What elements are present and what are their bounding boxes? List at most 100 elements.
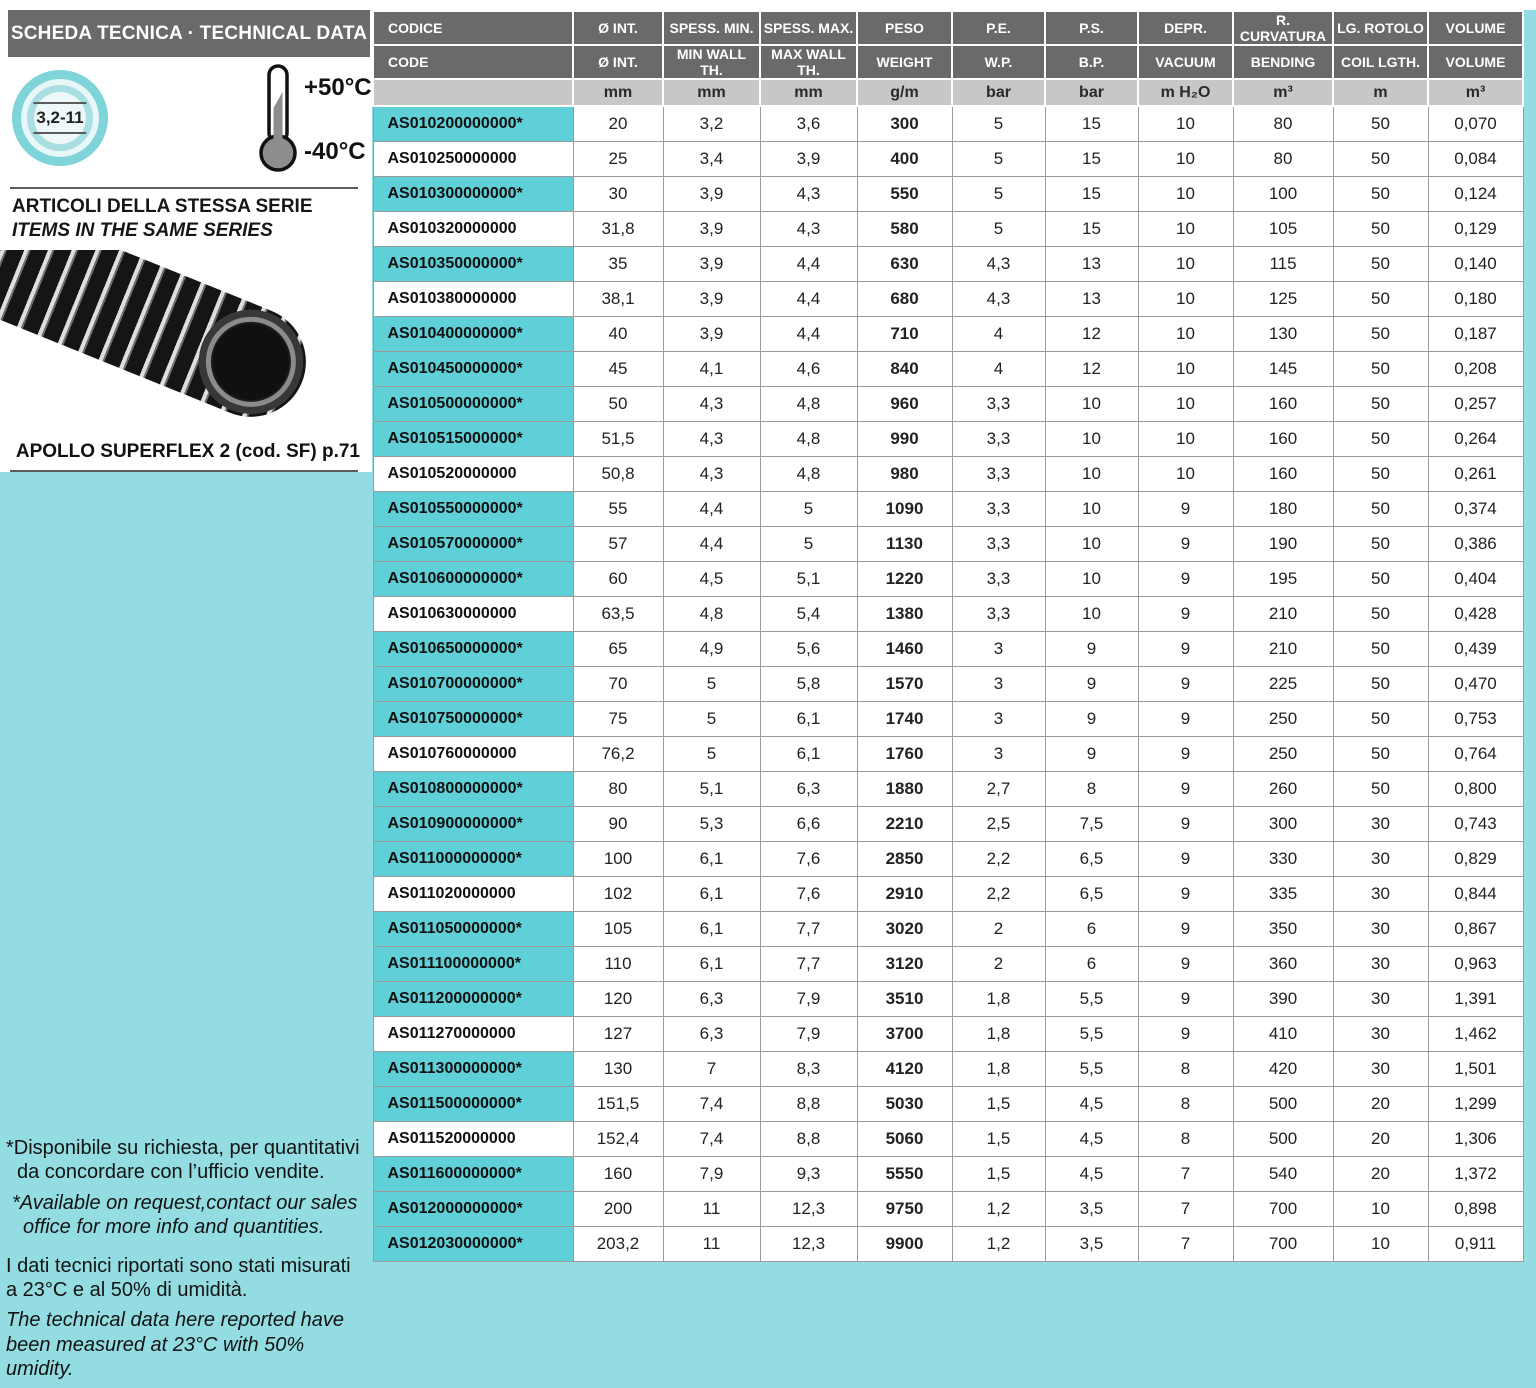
value-cell: 8,3 <box>759 1050 858 1087</box>
value-cell: 10 <box>1044 490 1139 527</box>
value-cell: 9 <box>1044 665 1139 702</box>
value-cell: 8 <box>1137 1050 1234 1087</box>
value-cell: 40 <box>572 315 664 352</box>
value-cell: 6,1 <box>662 910 761 947</box>
value-cell: 3 <box>951 630 1046 667</box>
value-cell: 12 <box>1044 315 1139 352</box>
technical-data-table: CODICE Ø INT. SPESS. MIN. SPESS. MAX. PE… <box>372 10 1524 1262</box>
value-cell: 9750 <box>856 1190 953 1227</box>
col-header: SPESS. MAX. <box>759 10 858 46</box>
value-cell: 180 <box>1232 490 1334 527</box>
code-cell: AS010320000000 <box>372 210 574 247</box>
value-cell: 335 <box>1232 875 1334 912</box>
value-cell: 2 <box>951 910 1046 947</box>
col-header: VOLUME <box>1427 44 1524 80</box>
value-cell: 5,5 <box>1044 1015 1139 1052</box>
value-cell: 0,764 <box>1427 735 1524 772</box>
col-header: VACUUM <box>1137 44 1234 80</box>
value-cell: 0,404 <box>1427 560 1524 597</box>
value-cell: 3,5 <box>1044 1225 1139 1262</box>
value-cell: 1,5 <box>951 1155 1046 1192</box>
code-cell: AS010750000000* <box>372 700 574 737</box>
value-cell: 45 <box>572 350 664 387</box>
table-row: AS010760000000 76,2 5 6,1 1760 3 9 9 250 50 0,764 <box>372 735 1524 772</box>
code-cell: AS010550000000* <box>372 490 574 527</box>
code-cell: AS010570000000* <box>372 525 574 562</box>
value-cell: 7,7 <box>759 945 858 982</box>
value-cell: 0,386 <box>1427 525 1524 562</box>
value-cell: 12,3 <box>759 1190 858 1227</box>
value-cell: 195 <box>1232 560 1334 597</box>
value-cell: 710 <box>856 315 953 352</box>
value-cell: 10 <box>1137 455 1234 492</box>
value-cell: 145 <box>1232 350 1334 387</box>
value-cell: 10 <box>1332 1190 1429 1227</box>
value-cell: 75 <box>572 700 664 737</box>
value-cell: 5 <box>951 175 1046 212</box>
value-cell: 6,1 <box>662 875 761 912</box>
value-cell: 9 <box>1137 910 1234 947</box>
value-cell: 30 <box>1332 910 1429 947</box>
value-cell: 0,867 <box>1427 910 1524 947</box>
value-cell: 7,6 <box>759 875 858 912</box>
value-cell: 50 <box>1332 245 1429 282</box>
value-cell: 5 <box>662 735 761 772</box>
value-cell: 50 <box>1332 420 1429 457</box>
table-row: AS011050000000* 105 6,1 7,7 3020 2 6 9 350 30 0,86… <box>372 910 1524 947</box>
value-cell: 4,3 <box>759 210 858 247</box>
code-cell: AS011200000000* <box>372 980 574 1017</box>
value-cell: 9 <box>1137 595 1234 632</box>
table-row: AS010515000000* 51,5 4,3 4,8 990 3,3 10 10 160 50… <box>372 420 1524 457</box>
value-cell: 5,4 <box>759 595 858 632</box>
value-cell: 6,5 <box>1044 875 1139 912</box>
value-cell: 330 <box>1232 840 1334 877</box>
code-cell: AS010600000000* <box>372 560 574 597</box>
value-cell: 0,911 <box>1427 1225 1524 1262</box>
footnote-availability-it: *Disponibile su richiesta, per quantitat… <box>6 1137 360 1184</box>
size-range-label: 3,2-11 <box>33 102 87 134</box>
value-cell: 3 <box>951 700 1046 737</box>
value-cell: 0,084 <box>1427 140 1524 177</box>
value-cell: 50 <box>1332 560 1429 597</box>
value-cell: 1880 <box>856 770 953 807</box>
value-cell: 8 <box>1137 1085 1234 1122</box>
table-row: AS011000000000* 100 6,1 7,6 2850 2,2 6,5 9 330 30… <box>372 840 1524 877</box>
col-header: WEIGHT <box>856 44 953 80</box>
value-cell: 3,3 <box>951 525 1046 562</box>
value-cell: 9 <box>1137 945 1234 982</box>
table-row: AS010200000000* 20 3,2 3,6 300 5 15 10 80 50 0,070 <box>372 105 1524 142</box>
value-cell: 3,9 <box>662 315 761 352</box>
value-cell: 9900 <box>856 1225 953 1262</box>
value-cell: 1130 <box>856 525 953 562</box>
value-cell: 57 <box>572 525 664 562</box>
table-row: AS010380000000 38,1 3,9 4,4 680 4,3 13 10 125 50 0… <box>372 280 1524 317</box>
value-cell: 30 <box>572 175 664 212</box>
value-cell: 5,5 <box>1044 1050 1139 1087</box>
code-cell: AS011300000000* <box>372 1050 574 1087</box>
value-cell: 8 <box>1137 1120 1234 1157</box>
table-row: AS010320000000 31,8 3,9 4,3 580 5 15 10 105 50 0,1… <box>372 210 1524 247</box>
value-cell: 4,3 <box>662 385 761 422</box>
table-row: AS011200000000* 120 6,3 7,9 3510 1,8 5,5 9 390 30… <box>372 980 1524 1017</box>
col-header: B.P. <box>1044 44 1139 80</box>
value-cell: 160 <box>1232 385 1334 422</box>
value-cell: 1570 <box>856 665 953 702</box>
value-cell: 50 <box>1332 595 1429 632</box>
value-cell: 3,9 <box>662 210 761 247</box>
value-cell: 10 <box>1044 525 1139 562</box>
value-cell: 1090 <box>856 490 953 527</box>
value-cell: 960 <box>856 385 953 422</box>
value-cell: 30 <box>1332 840 1429 877</box>
value-cell: 50 <box>1332 140 1429 177</box>
table-row: AS011300000000* 130 7 8,3 4120 1,8 5,5 8 420 30 1,… <box>372 1050 1524 1087</box>
value-cell: 13 <box>1044 280 1139 317</box>
value-cell: 4,9 <box>662 630 761 667</box>
value-cell: 13 <box>1044 245 1139 282</box>
value-cell: 8,8 <box>759 1120 858 1157</box>
value-cell: 700 <box>1232 1225 1334 1262</box>
value-cell: 5 <box>951 140 1046 177</box>
value-cell: 50 <box>1332 665 1429 702</box>
value-cell: 0,844 <box>1427 875 1524 912</box>
col-header: DEPR. <box>1137 10 1234 46</box>
value-cell: 9 <box>1137 805 1234 842</box>
